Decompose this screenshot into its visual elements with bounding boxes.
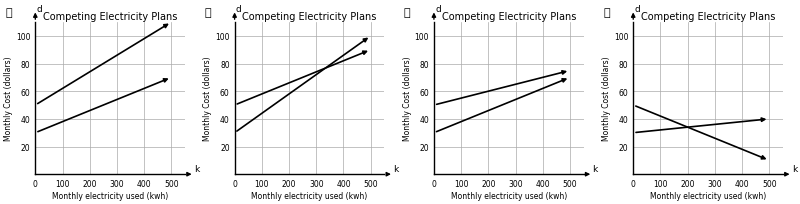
X-axis label: Monthly electricity used (kwh): Monthly electricity used (kwh) [251, 191, 367, 200]
Text: Ⓒ: Ⓒ [404, 8, 410, 18]
Y-axis label: Monthly Cost (dollars): Monthly Cost (dollars) [402, 57, 412, 141]
Title: Competing Electricity Plans: Competing Electricity Plans [442, 12, 576, 22]
Text: Ⓐ: Ⓐ [6, 8, 12, 18]
Y-axis label: Monthly Cost (dollars): Monthly Cost (dollars) [602, 57, 611, 141]
Text: d: d [36, 5, 42, 14]
X-axis label: Monthly electricity used (kwh): Monthly electricity used (kwh) [450, 191, 567, 200]
Y-axis label: Monthly Cost (dollars): Monthly Cost (dollars) [4, 57, 13, 141]
X-axis label: Monthly electricity used (kwh): Monthly electricity used (kwh) [650, 191, 766, 200]
Text: d: d [634, 5, 640, 14]
X-axis label: Monthly electricity used (kwh): Monthly electricity used (kwh) [52, 191, 168, 200]
Title: Competing Electricity Plans: Competing Electricity Plans [641, 12, 775, 22]
Text: k: k [393, 164, 398, 173]
Text: k: k [792, 164, 797, 173]
Title: Competing Electricity Plans: Competing Electricity Plans [242, 12, 377, 22]
Text: Ⓓ: Ⓓ [603, 8, 610, 18]
Title: Competing Electricity Plans: Competing Electricity Plans [43, 12, 178, 22]
Text: Ⓑ: Ⓑ [205, 8, 211, 18]
Text: d: d [435, 5, 441, 14]
Y-axis label: Monthly Cost (dollars): Monthly Cost (dollars) [203, 57, 213, 141]
Text: d: d [236, 5, 242, 14]
Text: k: k [593, 164, 598, 173]
Text: k: k [194, 164, 199, 173]
